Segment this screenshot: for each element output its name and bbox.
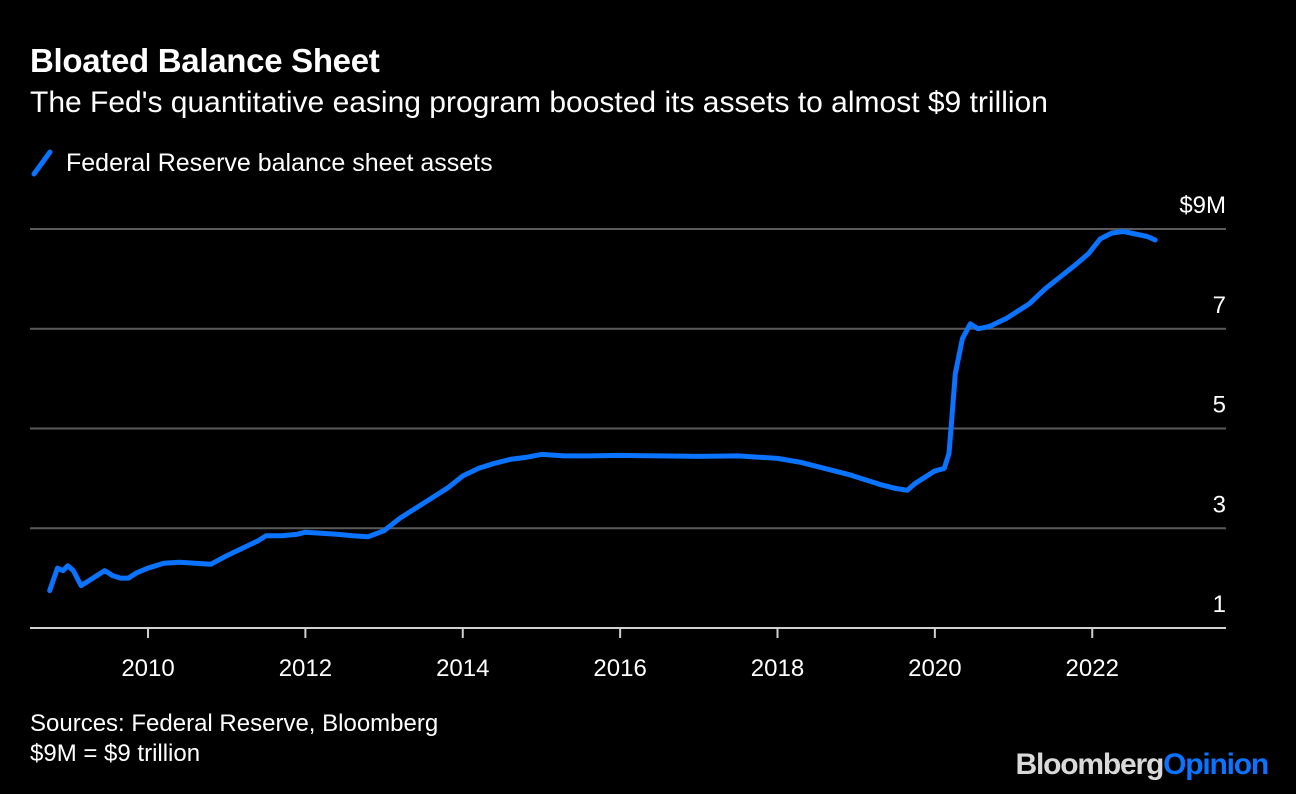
unit-note: $9M = $9 trillion	[30, 740, 201, 767]
x-tick-label-2018: 2018	[751, 655, 804, 682]
x-tick-label-2020: 2020	[908, 655, 961, 682]
bloomberg-opinion-logo: BloombergOpinion	[1015, 748, 1270, 782]
plot-series	[47, 229, 1158, 594]
grid-lines	[30, 228, 1226, 638]
legend-label: Federal Reserve balance sheet assets	[66, 148, 493, 177]
y-tick-label-5: 5	[1213, 392, 1226, 419]
x-tick-label-2012: 2012	[279, 655, 332, 682]
x-axis-labels: 2010 2012 2014 2016 2018 2020 2022	[121, 655, 1119, 682]
series-line-0	[47, 229, 1158, 594]
x-tick-label-2010: 2010	[121, 655, 174, 682]
y-tick-label-9: $9M	[1179, 192, 1226, 219]
x-tick-label-2022: 2022	[1066, 655, 1119, 682]
legend-line-icon	[31, 149, 53, 177]
y-tick-label-7: 7	[1213, 292, 1226, 319]
x-tick-label-2014: 2014	[436, 655, 489, 682]
chart-subtitle: The Fed's quantitative easing program bo…	[30, 86, 1048, 119]
y-tick-label-1: 1	[1213, 591, 1226, 618]
x-tick-label-2016: 2016	[593, 655, 646, 682]
y-tick-label-3: 3	[1213, 491, 1226, 518]
logo-opinion: Opinion	[1163, 748, 1269, 781]
source-note: Sources: Federal Reserve, Bloomberg	[30, 710, 439, 737]
logo-bloomberg: Bloomberg	[1015, 748, 1165, 781]
legend: Federal Reserve balance sheet assets	[30, 148, 493, 178]
y-axis-labels: $9M 7 5 3 1	[1179, 192, 1226, 618]
chart-title: Bloated Balance Sheet	[30, 42, 380, 79]
